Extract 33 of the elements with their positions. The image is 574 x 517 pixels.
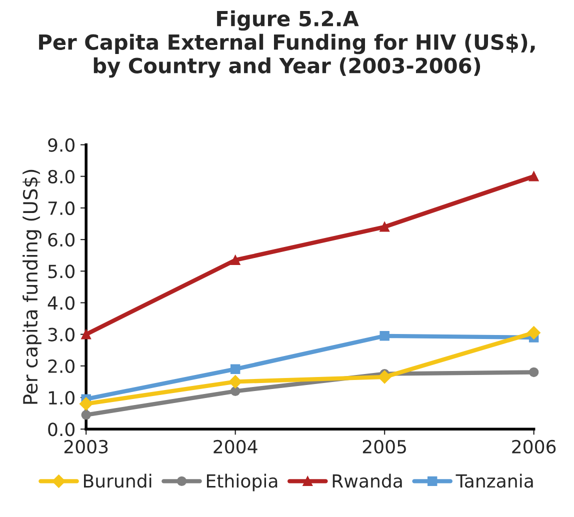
legend-label: Rwanda	[332, 474, 402, 488]
point	[230, 386, 240, 396]
legend-label: Tanzania	[456, 474, 533, 488]
point	[80, 397, 93, 410]
y-tick-label: 8.0	[48, 170, 74, 184]
x-tick-label: 2006	[512, 440, 556, 454]
y-tick-label: 9.0	[48, 138, 74, 152]
point	[380, 331, 390, 341]
legend-label: Burundi	[84, 474, 152, 488]
chart-title: Figure 5.2.A Per Capita External Funding for HIV (US$), by Country and Year (2003-2006)	[39, 10, 535, 78]
y-tick-label: 4.0	[48, 296, 74, 310]
x-tick-label: 2004	[214, 440, 258, 454]
point	[230, 255, 240, 265]
legend-label: Ethiopia	[206, 474, 278, 492]
y-tick-label: 7.0	[48, 201, 74, 216]
y-tick-label: 6.0	[48, 233, 74, 247]
point	[228, 375, 242, 388]
y-tick-label: 1.0	[48, 390, 74, 405]
point	[528, 171, 539, 182]
x-tick-label: 2003	[64, 440, 108, 454]
x-tick-label: 2005	[362, 440, 406, 454]
y-tick-label: 2.0	[48, 359, 74, 374]
point	[528, 367, 539, 378]
point	[81, 410, 91, 420]
point	[230, 364, 240, 374]
point	[378, 370, 392, 384]
y-tick-label: 3.0	[48, 328, 74, 342]
point	[81, 329, 91, 340]
point	[527, 326, 540, 340]
y-tick-label: 5.0	[48, 264, 74, 278]
y-axis-title: Per capita funding (US$)	[22, 170, 42, 404]
point	[380, 222, 390, 232]
y-tick-label: 0.0	[48, 422, 74, 436]
